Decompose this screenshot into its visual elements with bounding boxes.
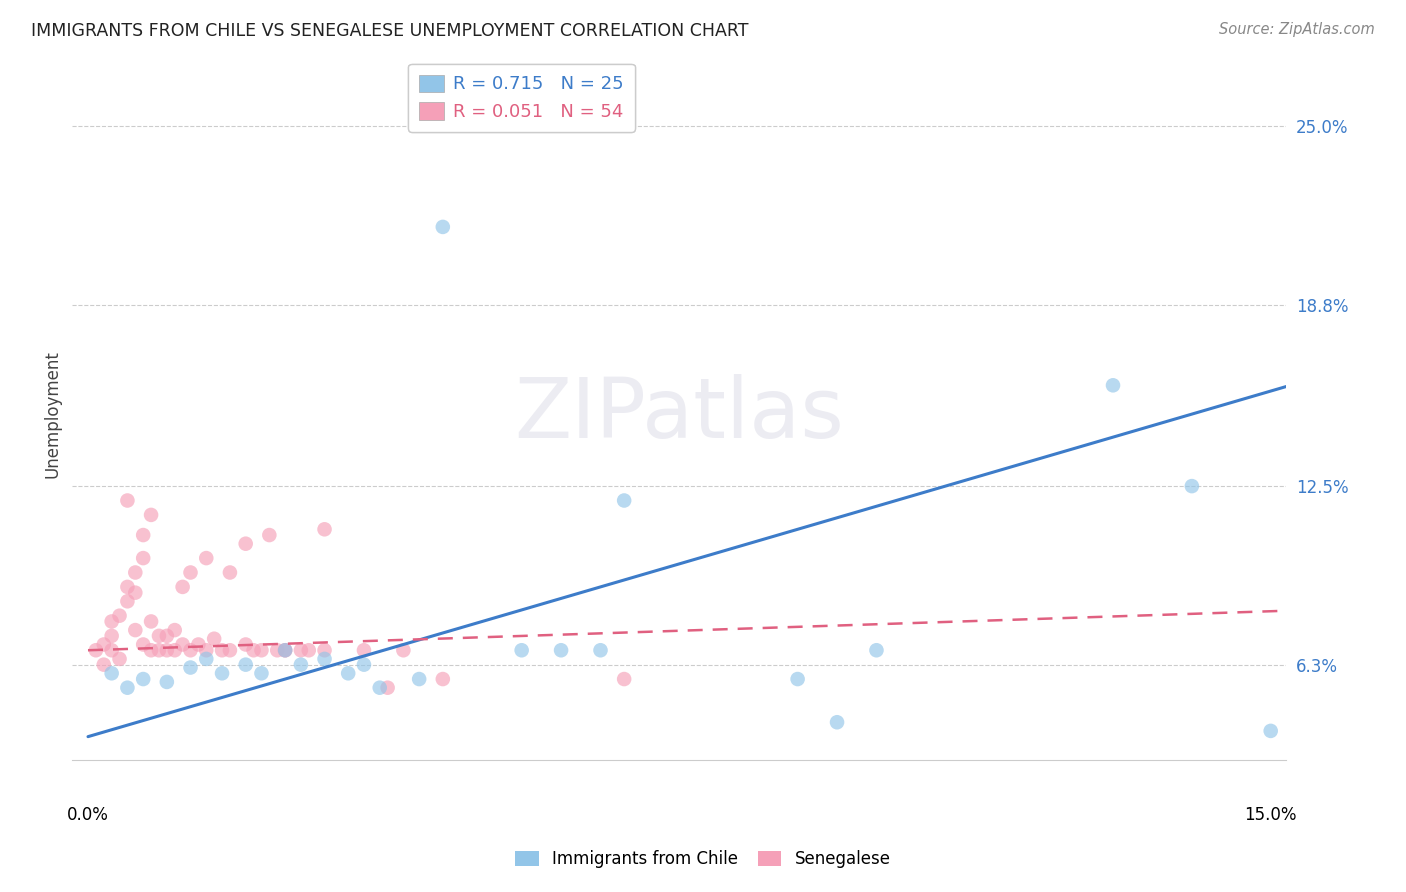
Point xyxy=(100,615,122,629)
Point xyxy=(195,551,218,566)
Point xyxy=(139,643,162,657)
Point xyxy=(163,643,186,657)
Point xyxy=(432,672,454,686)
Point xyxy=(865,643,887,657)
Point xyxy=(172,638,194,652)
Point xyxy=(195,643,218,657)
Point xyxy=(510,643,533,657)
Point xyxy=(1299,701,1322,715)
Point xyxy=(314,652,336,666)
Point xyxy=(187,638,209,652)
Point xyxy=(100,666,122,681)
Point xyxy=(266,643,288,657)
Point xyxy=(156,674,179,689)
Point xyxy=(108,652,131,666)
Point xyxy=(550,643,572,657)
Point xyxy=(1102,378,1125,392)
Point xyxy=(1260,723,1282,738)
Text: 15.0%: 15.0% xyxy=(1244,805,1296,824)
Text: 0.0%: 0.0% xyxy=(67,805,108,824)
Point xyxy=(242,643,264,657)
Point xyxy=(337,666,360,681)
Text: ZIPatlas: ZIPatlas xyxy=(515,374,844,455)
Point xyxy=(353,643,375,657)
Point xyxy=(274,643,297,657)
Point xyxy=(93,657,115,672)
Point xyxy=(108,608,131,623)
Point xyxy=(432,219,454,234)
Point xyxy=(219,643,242,657)
Point xyxy=(408,672,430,686)
Point xyxy=(124,585,146,599)
Point xyxy=(132,551,155,566)
Point xyxy=(235,638,257,652)
Text: Source: ZipAtlas.com: Source: ZipAtlas.com xyxy=(1219,22,1375,37)
Point xyxy=(93,638,115,652)
Point xyxy=(124,566,146,580)
Point xyxy=(139,508,162,522)
Point xyxy=(392,643,415,657)
Point xyxy=(117,493,139,508)
Point xyxy=(274,643,297,657)
Point xyxy=(163,623,186,637)
Point xyxy=(589,643,612,657)
Point xyxy=(156,629,179,643)
Point xyxy=(195,652,218,666)
Point xyxy=(179,643,201,657)
Point xyxy=(179,660,201,674)
Point xyxy=(172,580,194,594)
Point xyxy=(211,643,233,657)
Point xyxy=(250,643,273,657)
Point xyxy=(353,657,375,672)
Point xyxy=(132,672,155,686)
Point xyxy=(148,629,170,643)
Y-axis label: Unemployment: Unemployment xyxy=(44,351,60,478)
Point xyxy=(179,566,201,580)
Point xyxy=(100,629,122,643)
Legend: Immigrants from Chile, Senegalese: Immigrants from Chile, Senegalese xyxy=(509,844,897,875)
Point xyxy=(377,681,399,695)
Point xyxy=(613,672,636,686)
Point xyxy=(298,643,321,657)
Point xyxy=(132,638,155,652)
Point xyxy=(368,681,391,695)
Point xyxy=(274,643,297,657)
Point xyxy=(314,643,336,657)
Point xyxy=(290,657,312,672)
Point xyxy=(250,666,273,681)
Point xyxy=(132,528,155,542)
Point xyxy=(139,615,162,629)
Point xyxy=(84,643,107,657)
Point xyxy=(219,566,242,580)
Text: IMMIGRANTS FROM CHILE VS SENEGALESE UNEMPLOYMENT CORRELATION CHART: IMMIGRANTS FROM CHILE VS SENEGALESE UNEM… xyxy=(31,22,748,40)
Point xyxy=(259,528,281,542)
Point xyxy=(148,643,170,657)
Point xyxy=(1181,479,1204,493)
Point xyxy=(290,643,312,657)
Point xyxy=(825,715,848,730)
Point xyxy=(156,643,179,657)
Point xyxy=(235,657,257,672)
Point xyxy=(235,537,257,551)
Point xyxy=(117,681,139,695)
Point xyxy=(117,594,139,608)
Point xyxy=(117,580,139,594)
Point xyxy=(202,632,225,646)
Point xyxy=(100,643,122,657)
Point xyxy=(124,623,146,637)
Point xyxy=(786,672,808,686)
Point xyxy=(613,493,636,508)
Point xyxy=(211,666,233,681)
Legend: R = 0.715   N = 25, R = 0.051   N = 54: R = 0.715 N = 25, R = 0.051 N = 54 xyxy=(408,63,634,132)
Point xyxy=(314,522,336,536)
